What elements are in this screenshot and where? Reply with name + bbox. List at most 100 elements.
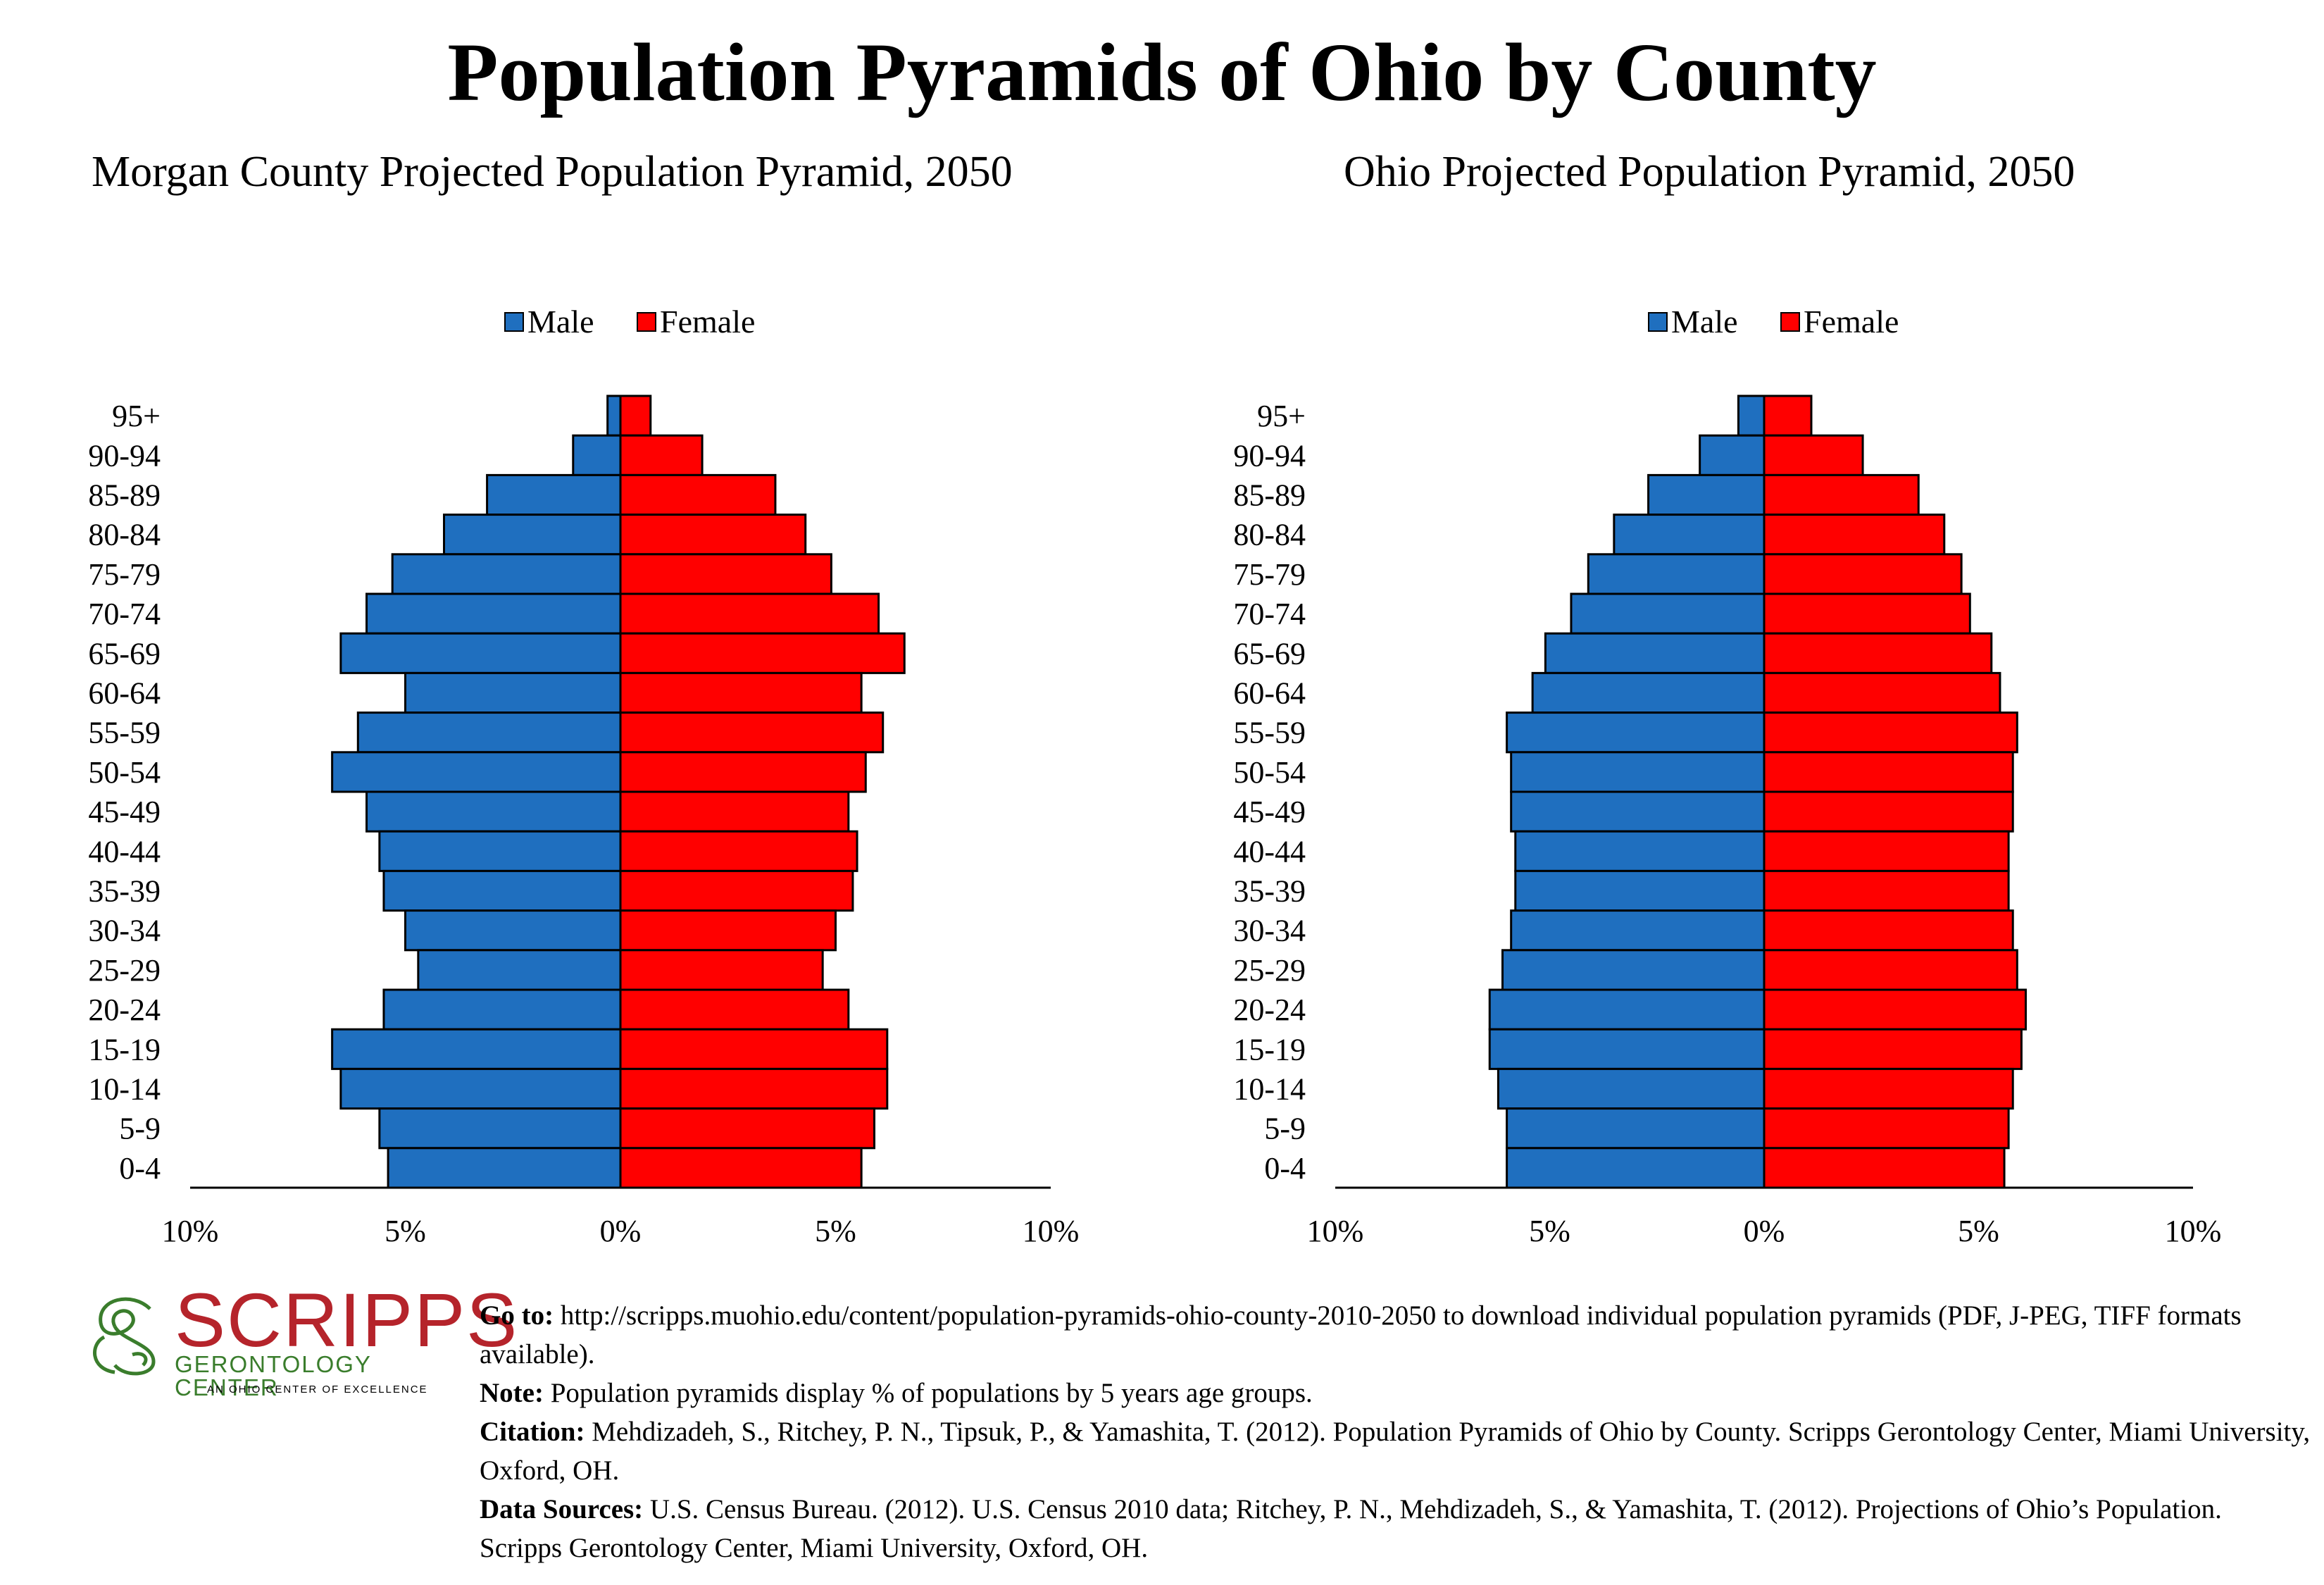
ohio-female-bar-90-94 <box>1763 434 1864 476</box>
morgan-age-label: 0-4 <box>119 1151 161 1186</box>
ohio-male-bar-25-29 <box>1501 949 1766 991</box>
ohio-female-bar-0-4 <box>1763 1147 2006 1189</box>
morgan-age-label: 25-29 <box>88 953 161 988</box>
morgan-female-bar-85-89 <box>619 473 777 516</box>
ohio-male-bar-50-54 <box>1510 751 1766 793</box>
morgan-male-bar-0-4 <box>387 1147 622 1189</box>
legend-swatch-male <box>1648 312 1668 332</box>
morgan-female-bar-40-44 <box>619 830 858 872</box>
ohio-female-bar-10-14 <box>1763 1067 2014 1110</box>
morgan-x-tick-label: 5% <box>815 1214 856 1248</box>
ohio-female-bar-25-29 <box>1763 949 2018 991</box>
morgan-female-bar-45-49 <box>619 790 850 833</box>
morgan-female-bar-80-84 <box>619 514 807 556</box>
pyramid-chart-morgan: Male Female 95+ 90-94 85-89 80-84 75-79 70-74 65… <box>88 304 1079 1248</box>
ohio-male-bar-30-34 <box>1510 909 1766 952</box>
morgan-age-label: 10-14 <box>88 1072 161 1107</box>
ohio-age-label: 25-29 <box>1233 953 1306 988</box>
ohio-female-bar-35-39 <box>1763 869 2010 912</box>
scripps-swirl-icon <box>93 1297 156 1376</box>
morgan-age-label: 55-59 <box>88 716 161 750</box>
ohio-age-label: 15-19 <box>1233 1032 1306 1067</box>
legend-label-female: Female <box>1804 304 1899 340</box>
sources-text: U.S. Census Bureau. (2012). U.S. Census … <box>480 1494 2222 1563</box>
morgan-age-label: 60-64 <box>88 676 161 711</box>
morgan-female-bar-50-54 <box>619 751 867 793</box>
ohio-x-tick-label: 10% <box>1307 1214 1364 1248</box>
ohio-female-bar-30-34 <box>1763 909 2014 952</box>
morgan-female-bar-75-79 <box>619 553 832 595</box>
ohio-female-bar-85-89 <box>1763 473 1920 516</box>
ohio-female-bar-65-69 <box>1763 632 1993 674</box>
ohio-male-bar-15-19 <box>1488 1028 1766 1070</box>
ohio-female-bar-75-79 <box>1763 553 1963 595</box>
morgan-male-bar-40-44 <box>378 830 622 872</box>
ohio-male-bar-35-39 <box>1514 869 1766 912</box>
ohio-male-bar-10-14 <box>1497 1067 1766 1110</box>
morgan-age-label: 45-49 <box>88 795 161 829</box>
ohio-female-bar-80-84 <box>1763 514 1946 556</box>
ohio-female-bar-70-74 <box>1763 592 1971 635</box>
morgan-age-label: 95+ <box>112 399 161 433</box>
ohio-age-label: 35-39 <box>1233 874 1306 909</box>
ohio-female-bar-50-54 <box>1763 751 2014 793</box>
morgan-female-bar-15-19 <box>619 1028 889 1070</box>
morgan-age-label: 5-9 <box>119 1112 161 1146</box>
logo-subtitle: GERONTOLOGY CENTER <box>175 1351 372 1400</box>
morgan-male-bar-10-14 <box>339 1067 622 1110</box>
morgan-female-bar-70-74 <box>619 592 880 635</box>
chart-title-ohio: Ohio Projected Population Pyramid, 2050 <box>1344 148 2075 196</box>
ohio-age-label: 80-84 <box>1233 518 1306 552</box>
morgan-female-bar-65-69 <box>619 632 906 674</box>
ohio-age-label: 45-49 <box>1233 795 1306 829</box>
morgan-age-label: 30-34 <box>88 914 161 948</box>
morgan-male-bar-20-24 <box>382 988 622 1031</box>
citation-text: Mehdizadeh, S., Ritchey, P. N., Tipsuk, … <box>480 1417 2311 1486</box>
ohio-male-bar-95+ <box>1737 394 1766 437</box>
ohio-female-bar-5-9 <box>1763 1107 2010 1150</box>
morgan-female-bar-55-59 <box>619 711 885 754</box>
legend-swatch-female <box>637 312 656 332</box>
pyramid-chart-ohio: Male Female 95+ 90-94 85-89 80-84 75-79 70-74 65… <box>1233 304 2221 1248</box>
morgan-age-label: 20-24 <box>88 993 161 1027</box>
ohio-x-tick-label: 0% <box>1744 1214 1785 1248</box>
ohio-age-label: 65-69 <box>1233 636 1306 671</box>
ohio-age-label: 70-74 <box>1233 597 1306 631</box>
scripps-logo: SCRIPPS GERONTOLOGY CENTER AN OHIO CENTE… <box>83 1282 517 1402</box>
morgan-age-label: 75-79 <box>88 557 161 592</box>
note-text: Population pyramids display % of populat… <box>543 1378 1313 1408</box>
footer-citation: Citation: Mehdizadeh, S., Ritchey, P. N.… <box>480 1412 2311 1490</box>
morgan-age-label: 80-84 <box>88 518 161 552</box>
ohio-x-tick-label: 5% <box>1529 1214 1570 1248</box>
ohio-age-label: 40-44 <box>1233 834 1306 869</box>
citation-label: Citation: <box>480 1417 585 1447</box>
morgan-x-tick-label: 0% <box>600 1214 642 1248</box>
morgan-male-bar-65-69 <box>339 632 622 674</box>
morgan-age-label: 35-39 <box>88 874 161 909</box>
morgan-age-label: 50-54 <box>88 755 161 790</box>
ohio-male-bar-70-74 <box>1570 592 1766 635</box>
morgan-age-label: 15-19 <box>88 1032 161 1067</box>
morgan-female-bar-60-64 <box>619 671 863 714</box>
morgan-age-label: 90-94 <box>88 438 161 473</box>
ohio-male-bar-55-59 <box>1506 711 1766 754</box>
ohio-female-bar-45-49 <box>1763 790 2014 833</box>
morgan-male-bar-85-89 <box>486 473 622 516</box>
note-label: Note: <box>480 1378 544 1408</box>
morgan-female-bar-25-29 <box>619 949 824 991</box>
ohio-male-bar-45-49 <box>1510 790 1766 833</box>
morgan-x-tick-label: 10% <box>162 1214 219 1248</box>
ohio-male-bar-80-84 <box>1613 514 1766 556</box>
logo-wordmark: SCRIPPS <box>175 1277 519 1362</box>
ohio-male-bar-0-4 <box>1506 1147 1766 1189</box>
footer-goto: Go to: http://scripps.muohio.edu/content… <box>480 1296 2311 1374</box>
ohio-age-label: 50-54 <box>1233 755 1306 790</box>
morgan-female-bar-10-14 <box>619 1067 889 1110</box>
ohio-male-bar-60-64 <box>1531 671 1766 714</box>
morgan-age-label: 70-74 <box>88 597 161 631</box>
ohio-age-label: 0-4 <box>1264 1151 1306 1186</box>
ohio-male-bar-5-9 <box>1506 1107 1766 1150</box>
goto-text: http://scripps.muohio.edu/content/popula… <box>480 1300 2242 1369</box>
ohio-age-label: 75-79 <box>1233 557 1306 592</box>
legend-swatch-male <box>504 312 524 332</box>
